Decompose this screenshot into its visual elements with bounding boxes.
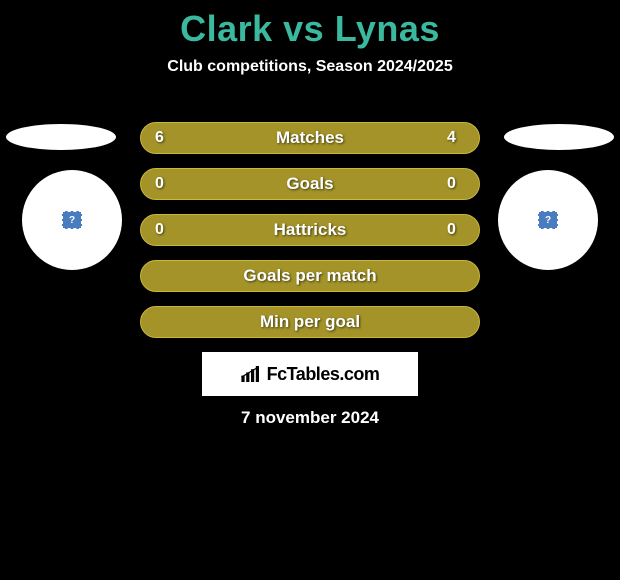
stat-row-goals: 0 Goals 0 [140,168,480,200]
logo-text: FcTables.com [267,364,380,385]
stat-label: Goals [141,174,479,194]
player-left-avatar: ? [22,170,122,270]
question-badge-icon: ? [62,211,82,229]
comparison-title: Clark vs Lynas [0,0,620,50]
fctables-logo: FcTables.com [202,352,418,396]
stat-right-value: 0 [447,221,465,239]
bars-icon [241,366,261,382]
stat-left-value: 6 [155,129,173,147]
stat-right-value: 0 [447,175,465,193]
stat-right-value: 4 [447,129,465,147]
stat-row-hattricks: 0 Hattricks 0 [140,214,480,246]
stat-label: Hattricks [141,220,479,240]
stat-row-min-per-goal: Min per goal [140,306,480,338]
question-badge-icon: ? [538,211,558,229]
stat-row-goals-per-match: Goals per match [140,260,480,292]
stat-row-matches: 6 Matches 4 [140,122,480,154]
stat-left-value: 0 [155,221,173,239]
stat-label: Min per goal [260,312,360,332]
stat-label: Goals per match [243,266,376,286]
player-right-avatar: ? [498,170,598,270]
player-right-shadow [504,124,614,150]
snapshot-date: 7 november 2024 [0,408,620,428]
stat-label: Matches [141,128,479,148]
stat-left-value: 0 [155,175,173,193]
player-left-shadow [6,124,116,150]
season-subtitle: Club competitions, Season 2024/2025 [0,58,620,76]
stat-rows: 6 Matches 4 0 Goals 0 0 Hattricks 0 Goal… [140,122,480,352]
